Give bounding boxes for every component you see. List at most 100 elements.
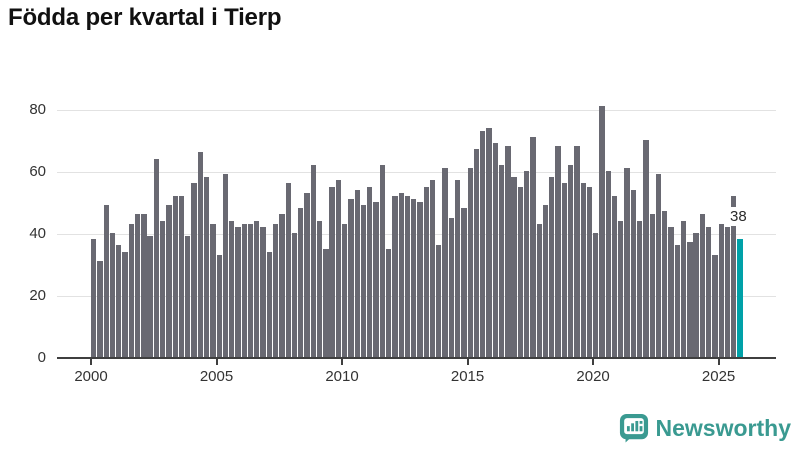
bar-2012-Q4 — [411, 198, 417, 357]
gridline-y-20 — [57, 296, 776, 297]
bar-2019-Q4 — [586, 186, 593, 357]
bar-2013-Q1 — [417, 202, 423, 357]
bar-2008-Q3 — [304, 192, 310, 357]
bar-2011-Q2 — [373, 202, 379, 357]
bar-2003-Q1 — [166, 205, 172, 357]
bar-2007-Q3 — [279, 214, 285, 357]
chart-title: Födda per kvartal i Tierp — [8, 4, 282, 31]
x-tick-2010 — [341, 359, 344, 365]
bar-2012-Q3 — [404, 195, 411, 357]
x-tick-2020 — [592, 359, 595, 365]
bar-2015-Q1 — [467, 167, 473, 357]
bar-2024-Q1 — [693, 233, 699, 357]
bar-2014-Q2 — [448, 217, 455, 357]
y-tick-label-40: 40 — [29, 225, 46, 242]
bar-2006-Q2 — [247, 223, 254, 357]
bar-2025-Q3 — [731, 195, 737, 357]
bar-2014-Q1 — [442, 167, 448, 357]
bar-2020-Q1 — [593, 233, 599, 357]
bar-2022-Q3 — [655, 174, 662, 357]
gridline-y-60 — [57, 172, 776, 173]
bar-2005-Q3 — [229, 220, 235, 357]
bar-2000-Q4 — [109, 233, 116, 357]
plot-area — [57, 105, 776, 359]
bar-2002-Q2 — [147, 236, 153, 357]
bar-2004-Q2 — [197, 152, 203, 357]
bar-2019-Q3 — [580, 183, 586, 357]
bar-2006-Q4 — [260, 226, 266, 357]
bar-2018-Q1 — [542, 205, 549, 357]
bar-2002-Q4 — [160, 220, 166, 357]
bar-2013-Q4 — [436, 245, 442, 357]
gridline-y-40 — [57, 234, 776, 235]
bar-2011-Q1 — [367, 186, 373, 357]
bar-2023-Q2 — [674, 245, 680, 357]
x-tick-label-2005: 2005 — [199, 368, 234, 385]
bar-2023-Q4 — [687, 242, 693, 357]
newsworthy-logo[interactable]: Newsworthy — [619, 413, 791, 443]
bar-2016-Q1 — [492, 143, 498, 357]
bar-2010-Q1 — [342, 223, 348, 357]
bar-2003-Q2 — [172, 195, 178, 357]
bar-2018-Q3 — [555, 146, 561, 357]
bar-2013-Q3 — [429, 180, 436, 357]
bar-2024-Q4 — [712, 254, 718, 357]
x-tick-2015 — [466, 359, 469, 365]
bar-2012-Q1 — [392, 195, 398, 357]
bar-2003-Q4 — [185, 236, 191, 357]
bar-2025-Q1 — [718, 223, 724, 357]
x-tick-label-2000: 2000 — [74, 368, 108, 385]
newsworthy-logo-text: Newsworthy — [655, 414, 791, 441]
bar-2017-Q2 — [524, 171, 530, 357]
bar-2008-Q2 — [298, 208, 304, 357]
bar-2021-Q2 — [624, 167, 630, 357]
bar-2002-Q3 — [153, 158, 160, 357]
bar-2011-Q3 — [379, 164, 385, 357]
bar-2006-Q3 — [254, 220, 260, 357]
bar-2018-Q4 — [561, 183, 567, 357]
bar-2023-Q3 — [680, 220, 687, 357]
bar-2013-Q2 — [423, 186, 429, 357]
bar-2017-Q4 — [536, 223, 542, 357]
bar-2009-Q3 — [329, 186, 335, 357]
bar-2018-Q2 — [549, 177, 555, 357]
bar-2020-Q4 — [611, 195, 618, 357]
bar-2001-Q1 — [116, 245, 122, 357]
bar-2019-Q2 — [574, 146, 580, 357]
bar-2000-Q1 — [91, 239, 97, 357]
x-tick-label-2010: 2010 — [325, 368, 359, 385]
bar-2006-Q1 — [241, 223, 247, 357]
bar-2024-Q3 — [706, 226, 712, 357]
bar-2023-Q1 — [668, 226, 674, 357]
bar-2022-Q2 — [649, 214, 655, 357]
bar-2003-Q3 — [178, 195, 185, 357]
bar-2016-Q4 — [511, 177, 517, 357]
bar-2010-Q3 — [354, 189, 360, 357]
bar-2009-Q1 — [316, 220, 323, 357]
bar-2014-Q4 — [461, 208, 467, 357]
bar-2007-Q2 — [273, 223, 279, 357]
bar-2012-Q2 — [398, 192, 404, 357]
bar-2000-Q3 — [103, 205, 109, 357]
bar-2011-Q4 — [385, 248, 392, 357]
bar-2015-Q4 — [486, 127, 492, 357]
y-tick-label-20: 20 — [29, 287, 46, 304]
bar-2008-Q4 — [310, 164, 316, 357]
bar-2017-Q1 — [517, 186, 524, 357]
bar-2022-Q1 — [643, 140, 649, 357]
x-tick-label-2020: 2020 — [576, 368, 610, 385]
bar-2014-Q3 — [455, 180, 461, 357]
y-tick-label-0: 0 — [37, 349, 46, 366]
bar-2021-Q4 — [637, 220, 643, 357]
x-tick-2000 — [90, 359, 92, 365]
x-tick-2025 — [717, 359, 720, 365]
bar-2009-Q2 — [323, 248, 329, 357]
bar-2005-Q2 — [222, 174, 229, 357]
y-tick-label-60: 60 — [29, 163, 46, 180]
bar-2004-Q4 — [210, 223, 216, 357]
x-axis-line — [57, 357, 776, 359]
bar-2010-Q4 — [360, 205, 367, 357]
x-tick-label-2015: 2015 — [450, 368, 485, 385]
bar-2021-Q1 — [618, 220, 624, 357]
